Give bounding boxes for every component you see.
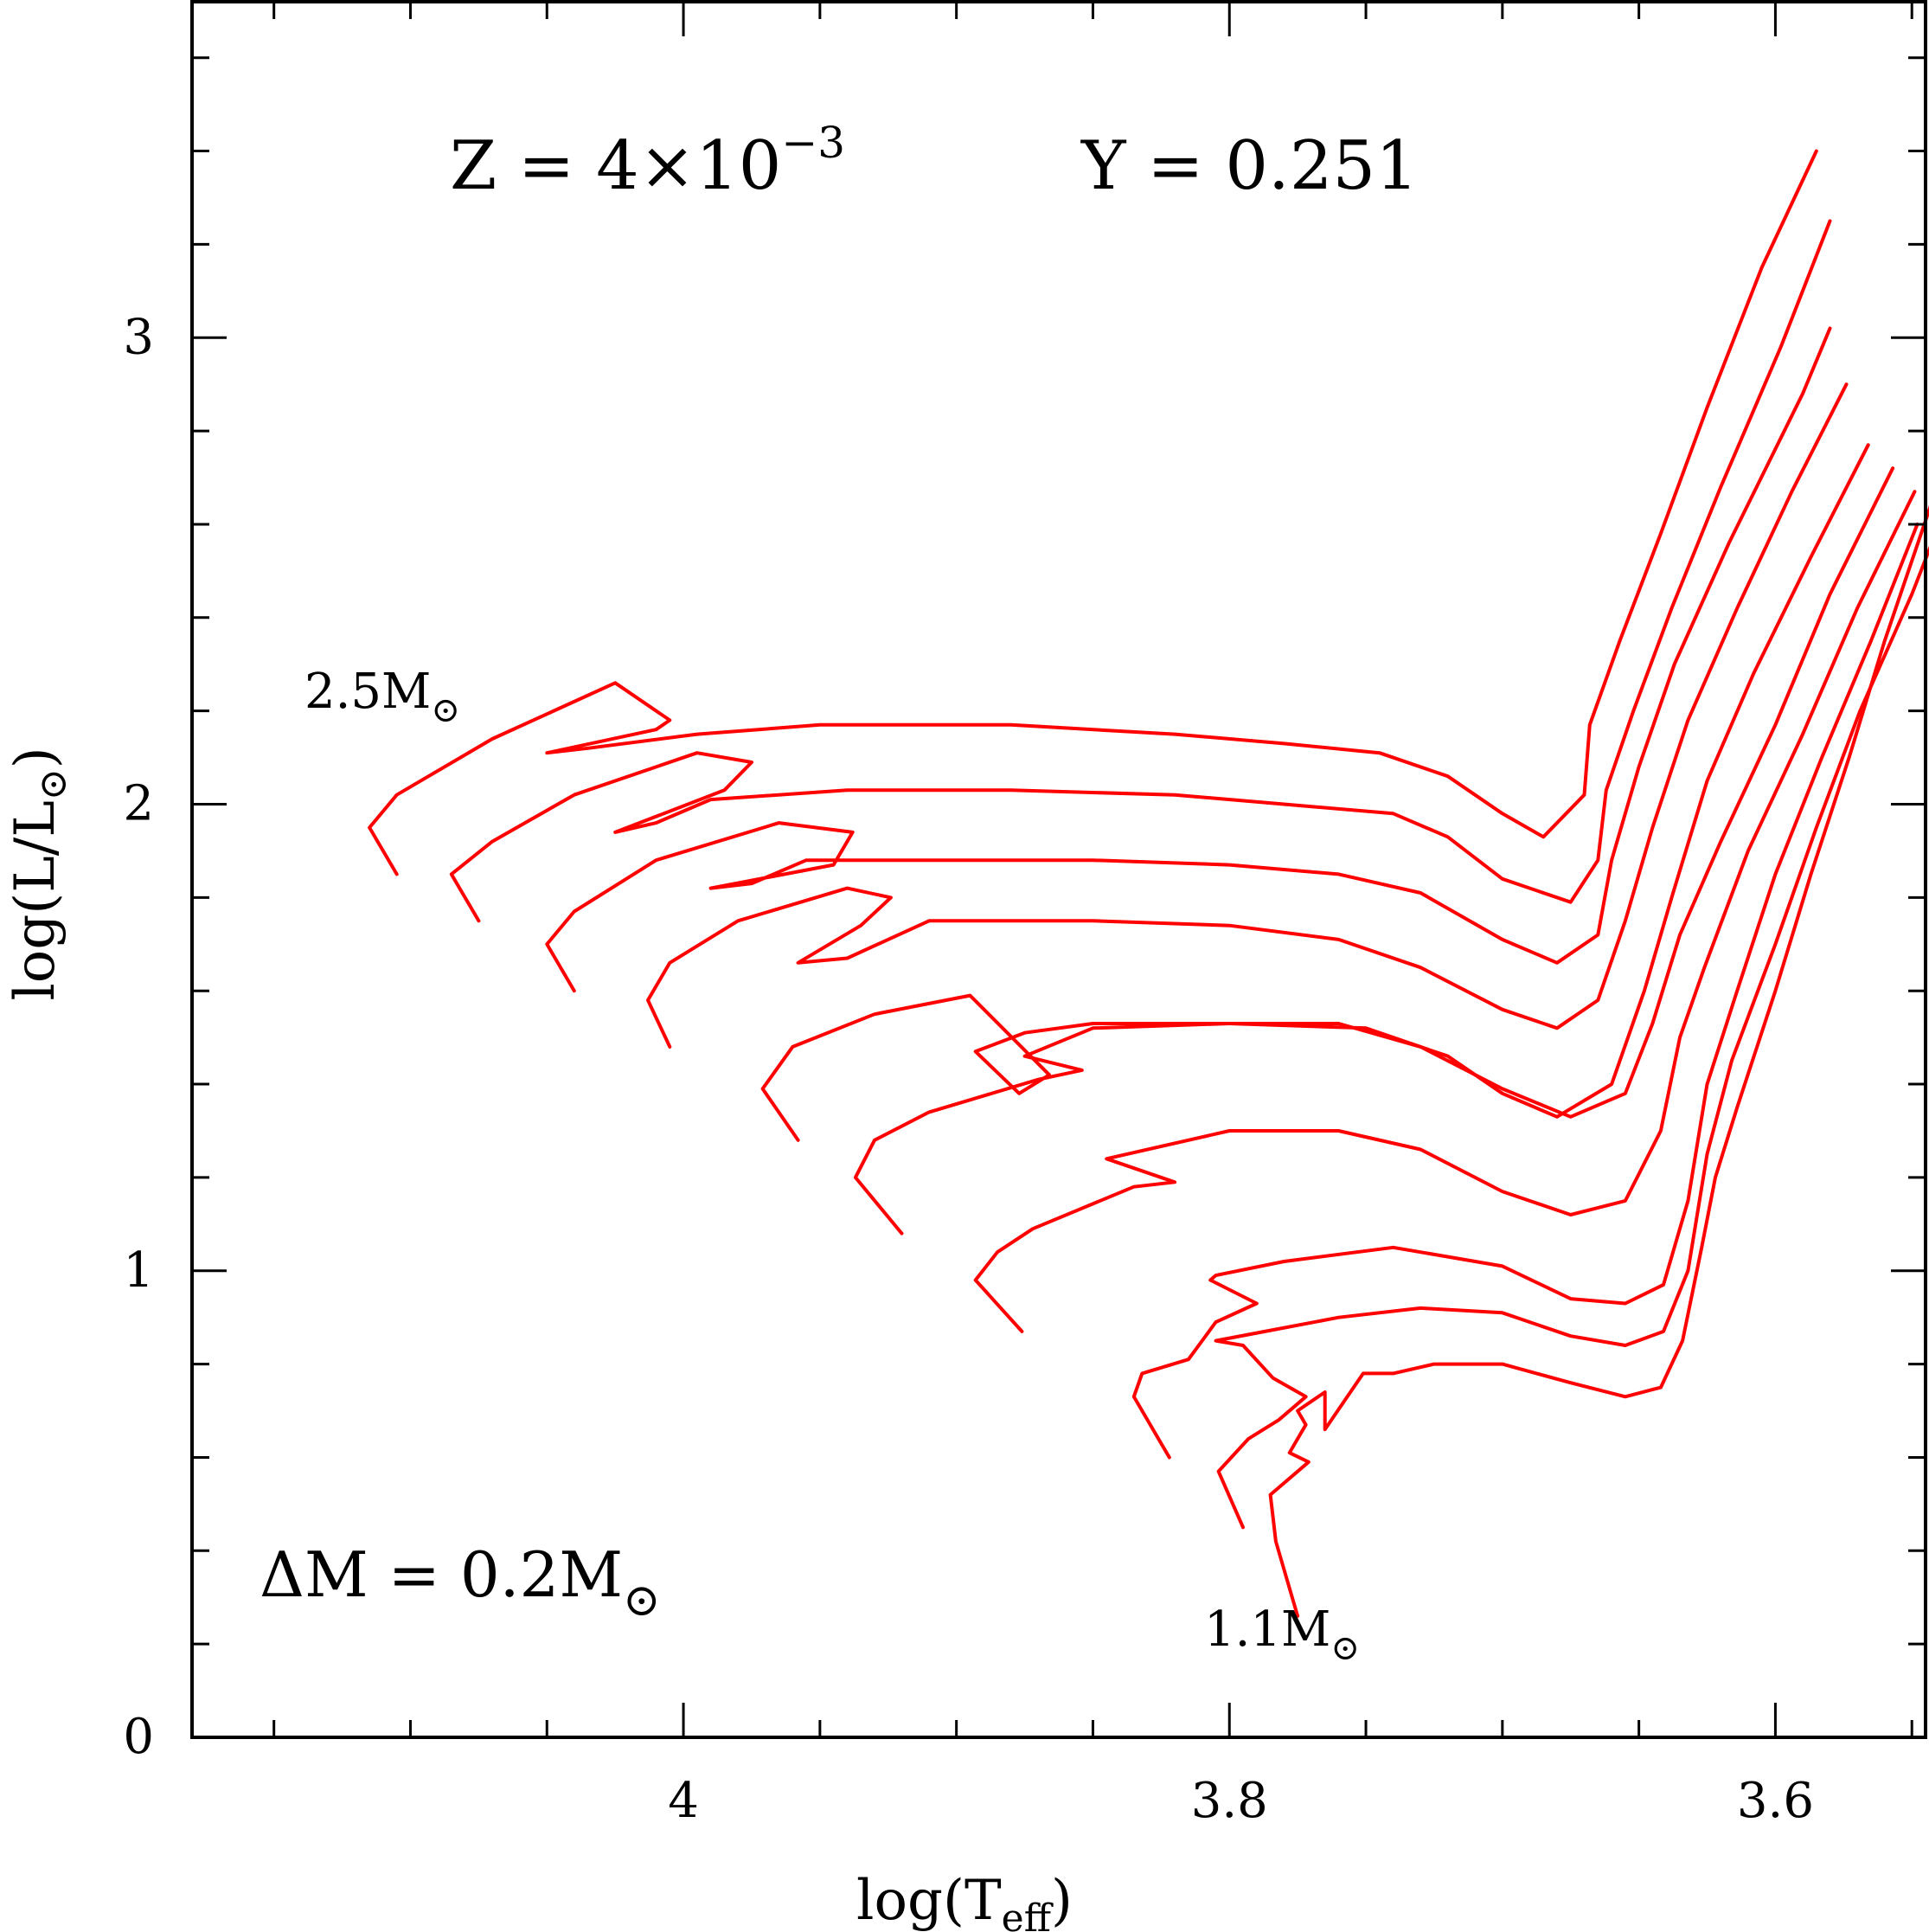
y-tick-label: 1 xyxy=(123,1242,154,1299)
sun-symbol: ⊙ xyxy=(431,690,460,730)
y-axis-title: log(L/L⊙) xyxy=(3,747,75,1000)
y-tick-label: 0 xyxy=(123,1709,154,1765)
helium-annotation: Y = 0.251 xyxy=(1080,127,1419,205)
z-label: Z = 4×10 xyxy=(450,127,781,205)
plot-frame xyxy=(190,0,1927,1739)
track-7 xyxy=(646,382,1849,1049)
track-9 xyxy=(449,219,1832,923)
x-tick-label: 3.8 xyxy=(1191,1773,1268,1829)
track-2 xyxy=(1214,545,1929,1530)
sun-symbol: ⊙ xyxy=(623,1575,661,1627)
track-1 xyxy=(1268,504,1929,1618)
track-6 xyxy=(760,443,1870,1142)
mass-step-annotation: ΔM = 0.2M⊙ xyxy=(260,1538,661,1627)
track-4 xyxy=(973,490,1917,1333)
track-3 xyxy=(1131,523,1919,1460)
plot-content xyxy=(368,149,1929,1618)
track-5 xyxy=(853,466,1895,1236)
top-mass-label: 2.5M⊙ xyxy=(304,664,460,730)
x-tick-label: 3.6 xyxy=(1737,1773,1814,1829)
x-tick-label: 4 xyxy=(668,1773,699,1829)
axis-ticks xyxy=(192,2,1926,1739)
track-10 xyxy=(368,149,1818,876)
bottom-mass-label: 1.1M⊙ xyxy=(1204,1601,1360,1668)
metallicity-annotation: Z = 4×10−3 xyxy=(450,118,845,205)
x-axis-title: log(Teff) xyxy=(856,1869,1073,1932)
mass-step-label: ΔM = 0.2M xyxy=(260,1538,623,1611)
y-tick-label: 3 xyxy=(123,309,154,365)
sun-symbol: ⊙ xyxy=(1330,1628,1360,1668)
top-mass-value: 2.5M xyxy=(304,664,431,720)
y-tick-label: 2 xyxy=(123,776,154,832)
z-exponent: −3 xyxy=(781,118,845,168)
track-8 xyxy=(545,326,1832,993)
bottom-mass-value: 1.1M xyxy=(1204,1601,1330,1658)
tick-labels: 4 3.8 3.6 0 1 2 3 xyxy=(123,309,1814,1829)
